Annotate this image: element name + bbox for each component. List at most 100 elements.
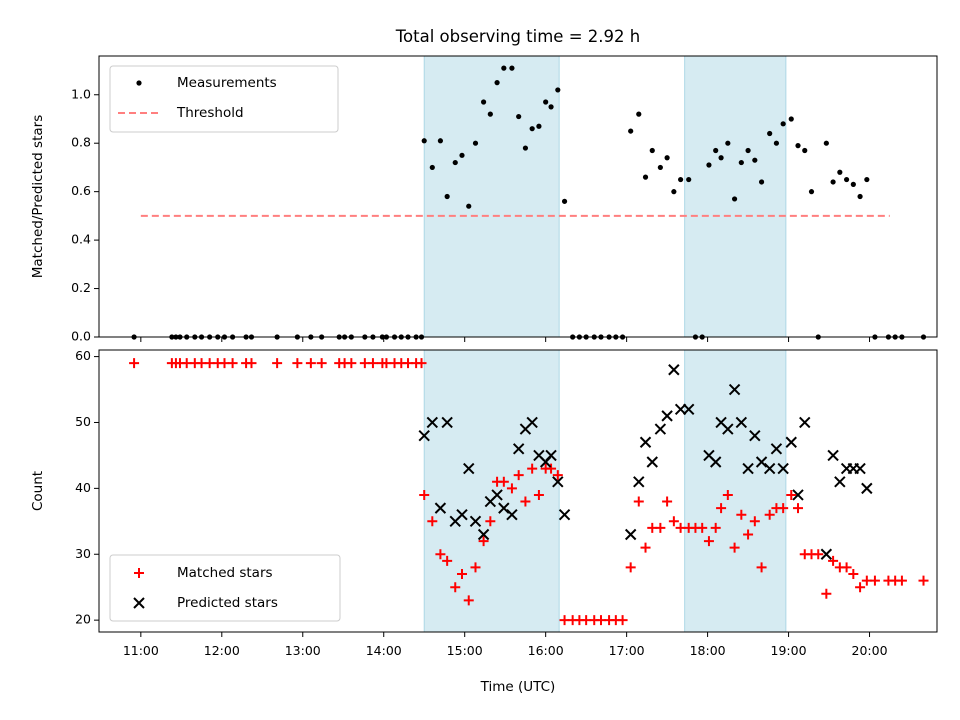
ratio-axes-frame — [98, 55, 938, 338]
measurement-point — [678, 176, 684, 183]
ratio-y-axis-label: Matched/Predicted stars — [30, 115, 46, 278]
shaded-interval-1 — [423, 55, 560, 338]
x-tick-label-18-00: 18:00 — [690, 643, 726, 658]
x-tick-label-16-00: 16:00 — [528, 643, 564, 658]
measurement-point — [642, 174, 649, 180]
measurement-point — [636, 111, 642, 117]
predicted-star-point — [434, 502, 447, 514]
matched-star-point — [617, 615, 628, 626]
predicted-star-point — [441, 416, 453, 429]
matched-star-point — [506, 483, 517, 494]
matched-star-point — [427, 516, 438, 527]
predicted-star-point — [763, 462, 776, 475]
measurement-point — [529, 126, 535, 132]
matched-star-point — [633, 496, 644, 507]
measurement-point — [429, 164, 435, 171]
ratio-x-ticks — [140, 337, 871, 342]
predicted-star-point — [558, 509, 571, 521]
measurement-point — [802, 147, 808, 154]
matched-star-point — [513, 470, 524, 481]
chart-title: Total observing time = 2.92 h — [395, 27, 640, 46]
y-tick-label-50: 50 — [75, 414, 91, 429]
measurement-point — [671, 189, 677, 195]
predicted-star-point — [668, 364, 680, 376]
predicted-star-point — [674, 403, 687, 416]
measurement-point — [480, 99, 487, 105]
measurement-point — [536, 123, 542, 129]
y-tick-label-30: 30 — [75, 546, 91, 561]
y-tick-label-40: 40 — [75, 480, 91, 495]
measurement-point — [466, 203, 472, 209]
measurement-point — [843, 176, 850, 183]
matched-star-point — [246, 358, 257, 369]
predicted-star-point — [735, 416, 748, 429]
measurement-point — [780, 121, 786, 127]
legend-marker-predicted-stars — [133, 597, 145, 609]
predicted-star-point — [728, 383, 741, 396]
measurement-point — [501, 65, 507, 71]
measurement-point — [543, 99, 549, 105]
matched-star-point — [697, 522, 708, 533]
ratio-panel: 0.0 0.2 0.4 0.6 0.8 1.0 Total observing time … — [30, 27, 938, 344]
measurement-point — [444, 193, 450, 200]
measurement-point — [421, 138, 427, 144]
matched-star-point — [813, 549, 824, 560]
matched-star-point — [716, 503, 727, 514]
matched-star-point — [703, 536, 714, 547]
matched-star-point — [896, 575, 907, 586]
predicted-star-point — [552, 476, 564, 488]
measurement-point — [649, 147, 655, 154]
x-tick-label-19-00: 19:00 — [771, 643, 807, 658]
matched-star-point — [463, 595, 474, 606]
legend-box — [109, 554, 341, 622]
measurement-point — [686, 176, 692, 183]
matched-star-point — [828, 555, 839, 566]
y-tick-label-0-8: 0.8 — [71, 135, 91, 150]
measurement-point — [808, 189, 815, 195]
matched-star-point — [786, 489, 797, 500]
matched-star-point — [821, 588, 832, 599]
matched-star-point — [710, 522, 721, 533]
measurement-point — [837, 169, 843, 175]
predicted-star-point — [861, 482, 873, 495]
predicted-star-point — [749, 429, 761, 442]
ratio-y-ticks: 0.0 0.2 0.4 0.6 0.8 1.0 — [71, 86, 99, 344]
measurement-point — [459, 152, 465, 158]
matched-star-point — [640, 542, 651, 553]
measurement-point — [516, 113, 522, 120]
matched-star-point — [756, 562, 767, 573]
predicted-star-point — [709, 456, 722, 468]
count-axes-frame — [98, 349, 938, 633]
legend-marker-matched-stars — [134, 568, 144, 578]
predicted-star-point — [646, 456, 658, 468]
count-y-ticks: 20 30 40 50 60 — [75, 348, 99, 627]
measurement-point — [548, 104, 554, 110]
matched-star-point — [450, 582, 461, 593]
predicted-star-point — [854, 462, 866, 475]
predicted-star-point — [639, 436, 652, 448]
measurement-point — [795, 143, 801, 149]
y-tick-label-60: 60 — [75, 348, 91, 363]
matched-star-point — [793, 503, 804, 514]
measurement-point — [773, 140, 780, 146]
y-tick-label-0-0: 0.0 — [71, 329, 91, 344]
x-tick-label-14-00: 14:00 — [366, 643, 402, 658]
legend-marker-measurements — [136, 80, 142, 86]
matched-star-point — [305, 358, 316, 369]
measurement-point — [494, 80, 500, 86]
matched-star-point — [272, 358, 283, 369]
matched-star-point — [498, 476, 509, 487]
predicted-star-point — [777, 462, 789, 475]
measurement-point — [664, 155, 670, 161]
matched-star-point — [520, 496, 531, 507]
matched-star-point — [227, 358, 238, 369]
matched-star-point — [778, 503, 789, 514]
measurement-point — [788, 116, 794, 122]
matched-star-point — [749, 516, 760, 527]
predicted-star-point — [792, 489, 804, 501]
predicted-star-point — [820, 548, 833, 560]
x-tick-label-17-00: 17:00 — [609, 643, 645, 658]
legend-label-measurements: Measurements — [177, 75, 277, 91]
matched-star-point — [841, 562, 852, 573]
